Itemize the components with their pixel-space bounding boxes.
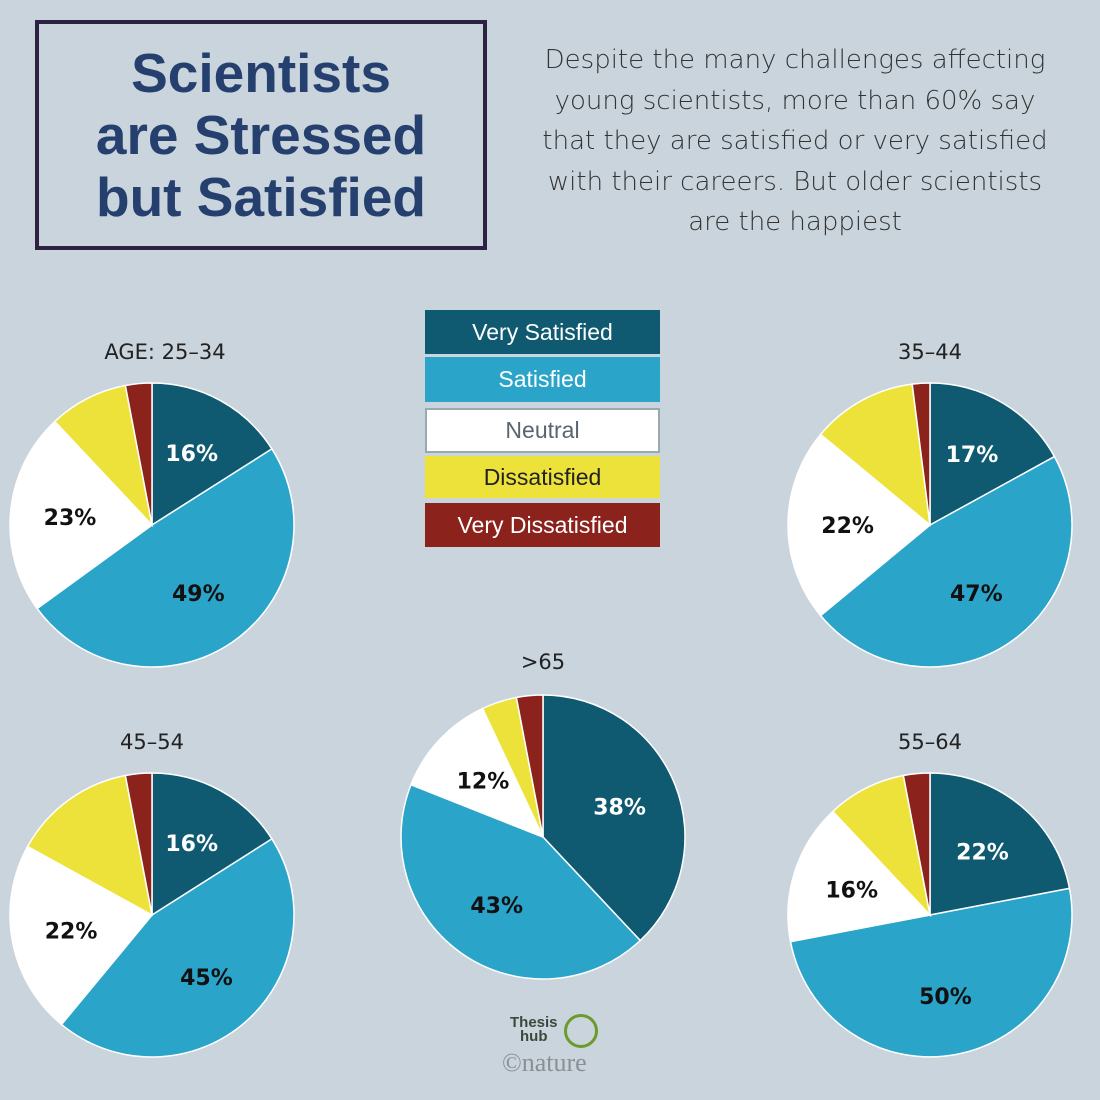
title-box: Scientists are Stressed but Satisfied — [35, 20, 487, 250]
pie-label-25-34: AGE: 25–34 — [104, 340, 226, 364]
pie-label-55-64: 55–64 — [898, 730, 962, 754]
pie-slice-satisfied — [36, 447, 295, 668]
pie-slice-dissatisfied — [26, 774, 154, 917]
pie-data-label: 45% — [180, 966, 233, 991]
pie-slice-very-satisfied — [542, 694, 686, 942]
pie-data-label: 22% — [956, 841, 1009, 866]
pie-slice-dissatisfied — [53, 384, 154, 528]
pie-label-35-44: 35–44 — [898, 340, 962, 364]
pie-data-label: 38% — [593, 796, 646, 821]
pie-slice-dissatisfied — [831, 774, 932, 918]
pie-label-45-54: 45–54 — [120, 730, 184, 754]
pie-data-label: 17% — [946, 443, 999, 468]
pie-slice-very-satisfied — [929, 772, 1071, 916]
pie-data-label: 16% — [165, 442, 218, 467]
legend-dissatisfied: Dissatisfied — [425, 456, 660, 498]
pie-slice-very-satisfied — [929, 382, 1056, 527]
pie-data-label: 50% — [919, 985, 972, 1010]
pie-data-label: 12% — [457, 770, 510, 795]
pie-slice-satisfied — [819, 455, 1073, 668]
logo-nature: ©nature — [502, 1048, 587, 1077]
pie-slice-neutral — [409, 707, 545, 839]
legend-very-dissatisfied: Very Dissatisfied — [425, 503, 660, 547]
pie-slice-very-dissatisfied — [124, 772, 153, 916]
pie-data-label: 22% — [821, 514, 874, 539]
pie-data-label: 23% — [44, 506, 97, 531]
pie-data-label: 16% — [165, 832, 218, 857]
subtitle: Despite the many challenges affecting yo… — [542, 45, 1048, 237]
pie-slice-satisfied — [400, 783, 642, 980]
pie-slice-dissatisfied — [819, 383, 931, 527]
pie-slice-very-dissatisfied — [902, 772, 931, 916]
legend-satisfied: Satisfied — [425, 357, 660, 402]
pie-data-label: 47% — [950, 582, 1003, 607]
pie-slice-very-dissatisfied — [911, 382, 931, 526]
pie-slice-neutral — [787, 810, 932, 943]
pie-data-label: 16% — [825, 879, 878, 904]
pie-slice-very-satisfied — [151, 382, 273, 527]
pie-data-label: 49% — [172, 582, 225, 607]
logo-thesis-hub: Thesis hub — [510, 1014, 558, 1045]
pie-slice-very-dissatisfied — [515, 694, 544, 838]
pie-data-label: 22% — [45, 919, 98, 944]
pie-slice-satisfied — [789, 887, 1073, 1057]
pie-slice-satisfied — [60, 837, 295, 1058]
thesis-hub-nature-logo: Thesis hub ©nature — [500, 1012, 615, 1082]
title: Scientists are Stressed but Satisfied — [95, 42, 427, 228]
pie-slice-neutral — [9, 845, 154, 1026]
pie-slice-very-satisfied — [151, 772, 273, 917]
logo-mark-icon — [564, 1014, 598, 1048]
legend-neutral: Neutral — [425, 408, 660, 453]
pie-slice-very-dissatisfied — [124, 382, 153, 526]
pie-label-over-65: >65 — [520, 650, 566, 674]
pie-data-label: 43% — [470, 894, 523, 919]
pie-slice-neutral — [9, 420, 154, 610]
pie-slice-neutral — [787, 433, 932, 617]
legend-very-satisfied: Very Satisfied — [425, 310, 660, 354]
